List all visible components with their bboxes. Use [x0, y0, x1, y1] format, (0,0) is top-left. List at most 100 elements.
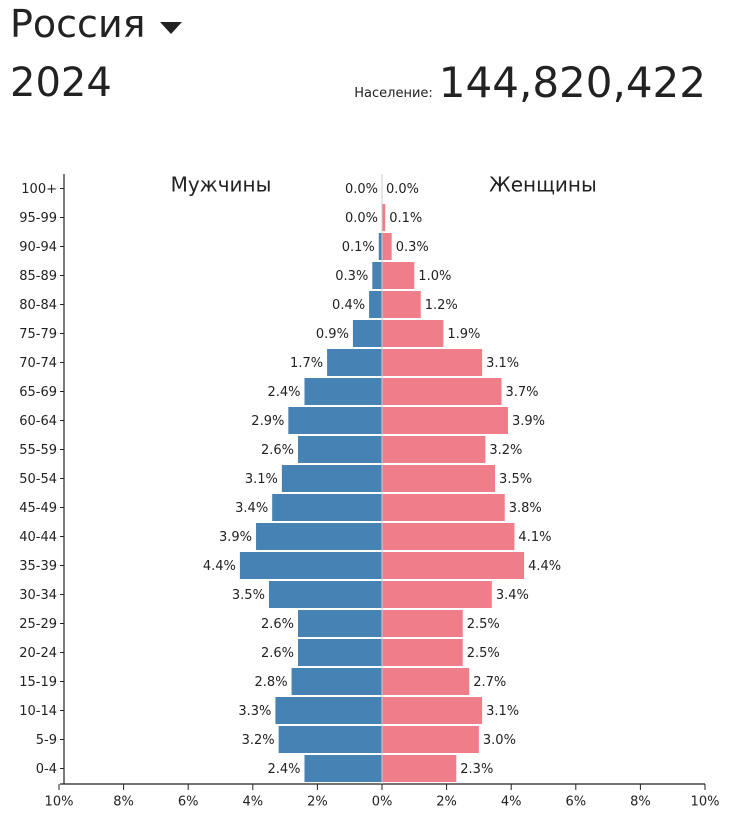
male-bar: [256, 523, 382, 550]
female-value-label: 3.5%: [499, 472, 532, 487]
male-bar: [275, 697, 382, 724]
female-series-label: Женщины: [489, 173, 597, 197]
female-value-label: 1.0%: [418, 269, 451, 284]
x-tick-label: 0%: [372, 795, 393, 810]
population-value: 144,820,422: [438, 58, 706, 107]
male-bar: [304, 378, 382, 405]
x-tick-label: 10%: [691, 795, 720, 810]
male-value-label: 1.7%: [290, 356, 323, 371]
female-bar: [382, 349, 483, 376]
female-value-label: 0.3%: [396, 240, 429, 255]
male-value-label: 2.8%: [255, 675, 288, 690]
male-value-label: 3.2%: [242, 733, 275, 748]
male-value-label: 2.9%: [251, 414, 284, 429]
female-bar: [382, 668, 470, 695]
x-tick-label: 8%: [113, 795, 134, 810]
x-tick-label: 6%: [178, 795, 199, 810]
male-bar: [239, 552, 382, 579]
age-tick-label: 20-24: [19, 646, 57, 661]
female-bar: [382, 523, 515, 550]
male-value-label: 0.0%: [345, 182, 378, 197]
age-tick-label: 15-19: [19, 675, 57, 690]
age-tick-label: 5-9: [36, 733, 57, 748]
caret-down-icon[interactable]: [159, 22, 182, 34]
male-value-label: 3.3%: [238, 704, 271, 719]
male-value-label: 0.1%: [342, 240, 375, 255]
x-tick-label: 2%: [436, 795, 457, 810]
male-value-label: 3.5%: [232, 588, 265, 603]
male-series-label: Мужчины: [171, 173, 272, 197]
age-tick-label: 10-14: [19, 704, 57, 719]
male-value-label: 0.3%: [335, 269, 368, 284]
male-bar: [298, 610, 382, 637]
male-bar: [369, 291, 382, 318]
age-tick-label: 80-84: [19, 298, 57, 313]
age-tick-label: 35-39: [19, 559, 57, 574]
male-value-label: 2.6%: [261, 646, 294, 661]
female-value-label: 0.0%: [386, 182, 419, 197]
female-value-label: 2.3%: [460, 762, 493, 777]
female-value-label: 3.1%: [486, 704, 519, 719]
male-bar: [352, 320, 382, 347]
female-value-label: 2.7%: [473, 675, 506, 690]
male-bar: [268, 581, 382, 608]
male-bar: [304, 755, 382, 782]
age-tick-label: 45-49: [19, 501, 57, 516]
female-bar: [382, 262, 415, 289]
female-bar: [382, 581, 492, 608]
female-value-label: 4.1%: [518, 530, 551, 545]
male-value-label: 0.4%: [332, 298, 365, 313]
age-tick-label: 40-44: [19, 530, 57, 545]
male-bar: [378, 233, 382, 260]
female-bar: [382, 726, 479, 753]
x-tick-label: 4%: [242, 795, 263, 810]
female-bar: [382, 697, 483, 724]
female-value-label: 3.9%: [512, 414, 545, 429]
male-value-label: 2.6%: [261, 443, 294, 458]
female-value-label: 1.9%: [447, 327, 480, 342]
population-summary: Население: 144,820,422: [354, 58, 706, 107]
female-bar: [382, 610, 463, 637]
female-value-label: 3.8%: [509, 501, 542, 516]
population-label: Население:: [354, 86, 433, 101]
male-value-label: 2.4%: [267, 762, 300, 777]
female-bar: [382, 204, 386, 231]
female-value-label: 3.7%: [506, 385, 539, 400]
male-bar: [272, 494, 382, 521]
female-bar: [382, 436, 486, 463]
male-value-label: 0.0%: [345, 211, 378, 226]
x-tick-label: 8%: [630, 795, 651, 810]
age-tick-label: 100+: [21, 182, 57, 197]
male-bar: [278, 726, 382, 753]
female-value-label: 0.1%: [389, 211, 422, 226]
x-tick-label: 4%: [501, 795, 522, 810]
age-tick-label: 75-79: [19, 327, 57, 342]
female-bar: [382, 378, 502, 405]
male-value-label: 3.9%: [219, 530, 252, 545]
male-value-label: 3.4%: [235, 501, 268, 516]
age-tick-label: 95-99: [19, 211, 57, 226]
male-bar: [291, 668, 382, 695]
female-value-label: 3.0%: [483, 733, 516, 748]
age-tick-label: 65-69: [19, 385, 57, 400]
male-bar: [288, 407, 382, 434]
female-bar: [382, 291, 421, 318]
age-tick-label: 50-54: [19, 472, 57, 487]
age-tick-label: 25-29: [19, 617, 57, 632]
age-tick-label: 70-74: [19, 356, 57, 371]
male-value-label: 3.1%: [245, 472, 278, 487]
country-name: Россия: [10, 2, 146, 46]
age-tick-label: 0-4: [36, 762, 57, 777]
female-bar: [382, 639, 463, 666]
country-selector[interactable]: Россия: [10, 2, 182, 46]
female-value-label: 1.2%: [425, 298, 458, 313]
age-tick-label: 90-94: [19, 240, 57, 255]
female-value-label: 3.4%: [496, 588, 529, 603]
female-bar: [382, 755, 457, 782]
age-tick-label: 30-34: [19, 588, 57, 603]
x-tick-label: 10%: [45, 795, 74, 810]
male-value-label: 0.9%: [316, 327, 349, 342]
x-tick-label: 6%: [565, 795, 586, 810]
female-value-label: 3.1%: [486, 356, 519, 371]
male-value-label: 2.6%: [261, 617, 294, 632]
